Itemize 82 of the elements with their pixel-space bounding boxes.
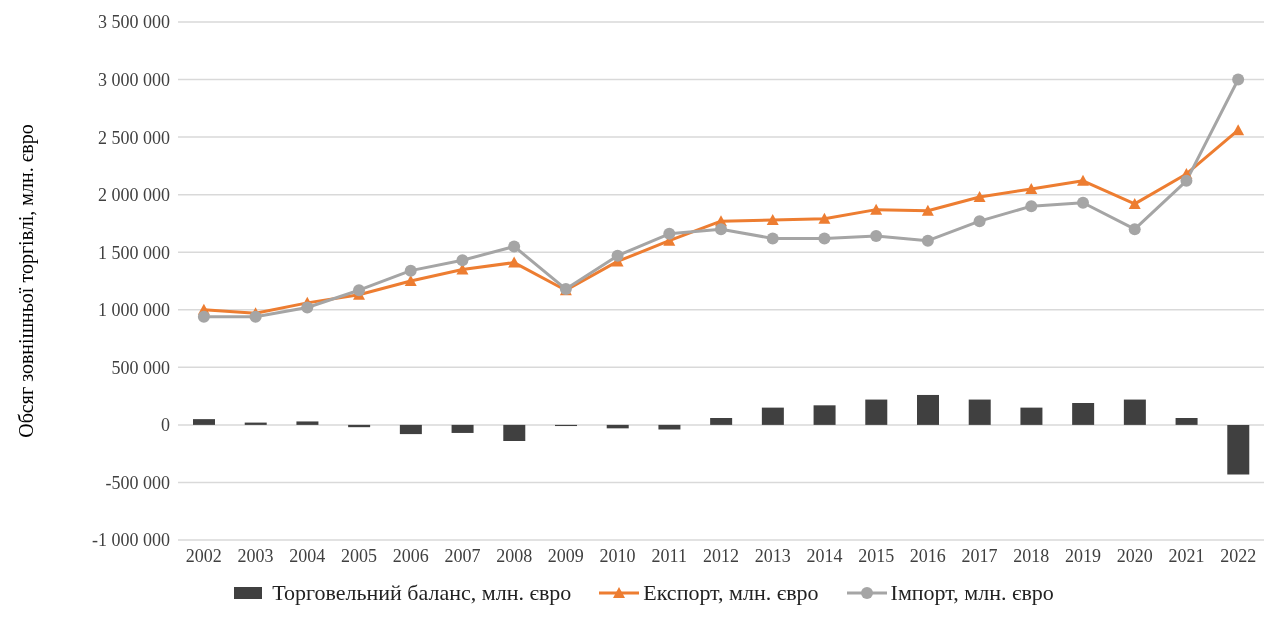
x-tick-label: 2005: [341, 546, 377, 566]
point: [1128, 197, 1141, 209]
point: [508, 256, 521, 268]
bar: [1072, 403, 1095, 425]
point: [1077, 174, 1089, 186]
point: [301, 301, 314, 314]
bar: [1123, 399, 1146, 425]
x-tick-label: 2020: [1116, 546, 1153, 566]
bar: [193, 419, 215, 425]
y-tick-label: 3 000 000: [98, 69, 170, 90]
y-tick-label: 2 000 000: [98, 185, 170, 206]
point: [611, 249, 624, 262]
x-tick-label: 2021: [1168, 546, 1205, 566]
y-tick-label: 3 500 000: [98, 12, 170, 33]
point: [818, 232, 831, 245]
x-tick-label: 2018: [1013, 546, 1050, 566]
point: [1025, 200, 1038, 213]
point: [1232, 73, 1245, 86]
x-tick-label: 2022: [1220, 546, 1257, 566]
point: [973, 215, 986, 228]
bar: [1175, 417, 1198, 425]
legend-label: Торговельний баланс, млн. євро: [272, 580, 572, 606]
y-tick-label: 500 000: [111, 357, 170, 378]
point: [715, 223, 727, 236]
point: [1180, 174, 1193, 187]
bar: [968, 399, 991, 425]
legend-label: Імпорт, млн. євро: [890, 580, 1054, 606]
bar: [917, 394, 939, 425]
x-tick-label: 2002: [185, 546, 222, 566]
x-tick-label: 2012: [703, 546, 739, 566]
point: [249, 310, 262, 323]
point: [197, 310, 210, 323]
point: [404, 264, 417, 277]
x-tick-label: 2007: [444, 546, 481, 566]
bar: [503, 424, 526, 441]
point: [818, 212, 831, 224]
point: [921, 234, 934, 247]
x-tick-label: 2004: [289, 546, 326, 566]
x-tick-label: 2019: [1065, 546, 1101, 566]
point: [870, 203, 883, 215]
point: [766, 232, 779, 245]
point: [766, 213, 779, 225]
point: [663, 227, 676, 240]
point: [353, 284, 365, 297]
bar: [451, 424, 474, 433]
bar: [710, 417, 733, 425]
bar: [813, 405, 836, 425]
bar: [761, 407, 784, 425]
point: [1025, 182, 1038, 194]
y-tick-label: -1 000 000: [92, 530, 170, 551]
x-tick-label: 2017: [961, 546, 998, 566]
y-tick-label: -500 000: [105, 472, 170, 493]
point: [1128, 223, 1141, 236]
bar: [1227, 424, 1250, 475]
y-tick-label: 2 500 000: [98, 127, 170, 148]
x-tick-label: 2003: [237, 546, 274, 566]
bar: [865, 399, 888, 425]
x-tick-label: 2016: [909, 546, 946, 566]
x-tick-label: 2015: [858, 546, 895, 566]
point: [456, 254, 469, 267]
point: [870, 230, 883, 243]
point: [404, 275, 417, 286]
y-tick-label: 1 000 000: [98, 300, 170, 321]
point: [921, 204, 934, 216]
point: [973, 190, 986, 202]
x-tick-label: 2006: [392, 546, 429, 566]
bar: [296, 421, 319, 425]
point: [1232, 124, 1245, 136]
point: [1077, 196, 1089, 209]
bar: [399, 424, 422, 435]
legend-label: Експорт, млн. євро: [643, 580, 819, 606]
point: [508, 240, 521, 253]
x-tick-label: 2009: [547, 546, 584, 566]
y-tick-label: 0: [161, 415, 170, 436]
x-tick-label: 2011: [651, 546, 687, 566]
x-tick-label: 2013: [754, 546, 791, 566]
y-tick-label: 1 500 000: [98, 242, 170, 263]
y-axis-title: Обсяг зовнішньої торгівлі, млн. євро: [15, 124, 39, 438]
x-tick-label: 2010: [599, 546, 636, 566]
x-tick-label: 2008: [496, 546, 533, 566]
bar: [1020, 407, 1043, 425]
x-tick-label: 2014: [806, 546, 843, 566]
